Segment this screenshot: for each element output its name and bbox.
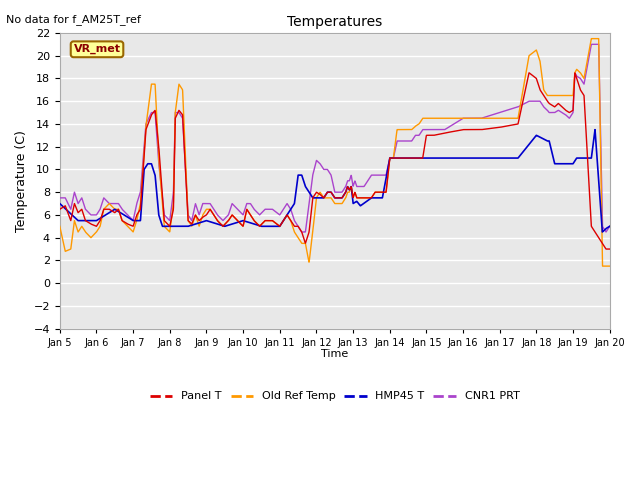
Y-axis label: Temperature (C): Temperature (C) (15, 130, 28, 232)
X-axis label: Time: Time (321, 349, 348, 359)
Text: VR_met: VR_met (74, 44, 120, 54)
Legend: Panel T, Old Ref Temp, HMP45 T, CNR1 PRT: Panel T, Old Ref Temp, HMP45 T, CNR1 PRT (146, 387, 524, 406)
Text: No data for f_AM25T_ref: No data for f_AM25T_ref (6, 14, 141, 25)
Title: Temperatures: Temperatures (287, 15, 382, 29)
